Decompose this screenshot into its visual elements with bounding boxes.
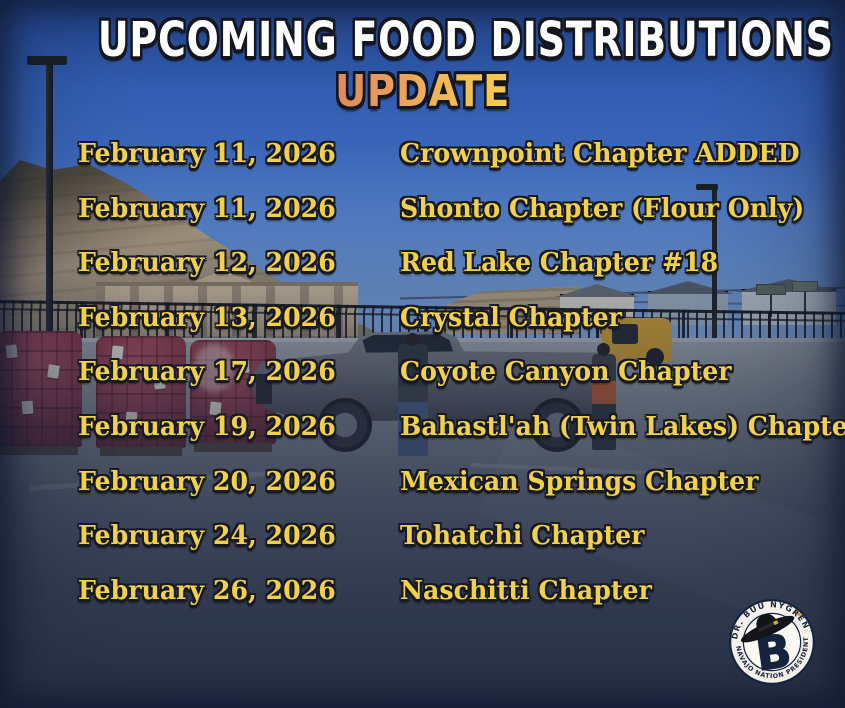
distribution-date: February 19, 2026 xyxy=(78,411,336,442)
chapter-name: Mexican Springs Chapter xyxy=(400,466,759,497)
distribution-date: February 11, 2026 xyxy=(78,193,336,224)
chapter-name: Crystal Chapter xyxy=(400,302,622,333)
update-subtitle-outline: UPDATE xyxy=(335,67,510,116)
schedule-row: February 11, 2026 Crownpoint Chapter ADD… xyxy=(0,128,845,183)
distribution-date: February 24, 2026 xyxy=(78,521,336,552)
chapter-name: Tohatchi Chapter xyxy=(400,521,645,552)
seal-gold-accent-icon xyxy=(793,610,802,617)
chapter-name: Crownpoint Chapter ADDED xyxy=(400,139,800,170)
update-subtitle: UPDATE UPDATE xyxy=(0,66,845,117)
distribution-date: February 12, 2026 xyxy=(78,248,336,279)
distribution-date: February 11, 2026 xyxy=(78,139,336,170)
page-title: UPCOMING FOOD DISTRIBUTIONS xyxy=(97,12,834,68)
schedule-row: February 11, 2026 Shonto Chapter (Flour … xyxy=(0,183,845,238)
schedule-row: February 17, 2026 Coyote Canyon Chapter xyxy=(0,346,845,401)
distribution-date: February 26, 2026 xyxy=(78,575,336,606)
update-subtitle-wrap: UPDATE UPDATE xyxy=(334,66,511,117)
chapter-name: Naschitti Chapter xyxy=(400,575,652,606)
chapter-name: Red Lake Chapter #18 xyxy=(400,248,719,279)
schedule-row: February 26, 2026 Naschitti Chapter xyxy=(0,564,845,619)
distribution-date: February 13, 2026 xyxy=(78,302,336,333)
chapter-name: Shonto Chapter (Flour Only) xyxy=(400,193,805,224)
schedule-row: February 20, 2026 Mexican Springs Chapte… xyxy=(0,455,845,510)
schedule-row: February 12, 2026 Red Lake Chapter #18 xyxy=(0,237,845,292)
cowboy-hat-icon xyxy=(740,613,795,643)
header: UPCOMING FOOD DISTRIBUTIONS xyxy=(0,14,845,74)
schedule-row: February 24, 2026 Tohatchi Chapter xyxy=(0,510,845,565)
chapter-name: Bahastl'ah (Twin Lakes) Chapter xyxy=(400,411,845,442)
schedule-row: February 19, 2026 Bahastl'ah (Twin Lakes… xyxy=(0,401,845,456)
schedule-list: February 11, 2026 Crownpoint Chapter ADD… xyxy=(0,128,845,620)
distribution-date: February 20, 2026 xyxy=(78,466,336,497)
update-subtitle-fill: UPDATE xyxy=(334,66,511,117)
schedule-row: February 13, 2026 Crystal Chapter xyxy=(0,292,845,347)
distribution-date: February 17, 2026 xyxy=(78,357,336,388)
chapter-name: Coyote Canyon Chapter xyxy=(400,357,732,388)
presidential-seal-logo: DR. BUU NYGREN NAVAJO NATION PRESIDENT B xyxy=(726,595,815,685)
